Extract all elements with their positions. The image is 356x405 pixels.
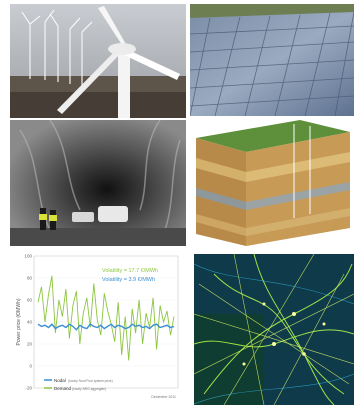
y-tick-label: 60 [27, 298, 33, 303]
annotation-nodal-volatility: Volatility = 3.9 €/MWh [102, 277, 155, 283]
legend-nodal-description: (hourly Nord Pool system price) [68, 379, 113, 383]
legend-demand-description: (hourly NRG aggregate) [72, 387, 106, 391]
wind-turbines-photo [10, 4, 186, 118]
y-tick-label: 0 [29, 364, 32, 369]
chart-legend: Nodal (hourly Nord Pool system price) De… [44, 378, 113, 391]
legend-nodal: Nodal [54, 378, 66, 383]
y-tick-label: 40 [27, 320, 33, 325]
annotation-demand-volatility: Volatility = 17.7 €/MWh [102, 268, 158, 274]
power-price-chart: 100 80 60 40 20 0 -20 Power price (€/MWh) Vola… [10, 252, 186, 405]
y-tick-label: 20 [27, 342, 33, 347]
y-axis-label: Power price (€/MWh) [16, 298, 22, 345]
chart-source: December 2011 [151, 395, 176, 399]
y-tick-label: 80 [27, 276, 33, 281]
y-tick-label: -20 [25, 386, 32, 391]
series-line-nodal [37, 323, 175, 331]
geological-block-diagram [190, 118, 354, 246]
chart-svg: 100 80 60 40 20 0 -20 Power price (€/MWh) Vola… [16, 254, 179, 399]
solar-panels-photo [190, 4, 354, 116]
y-tick-label: 100 [24, 254, 32, 259]
network-map-image [194, 254, 354, 405]
series-line-demand [37, 275, 175, 361]
legend-demand: Demand [54, 386, 72, 391]
tunnel-photo [10, 120, 186, 246]
